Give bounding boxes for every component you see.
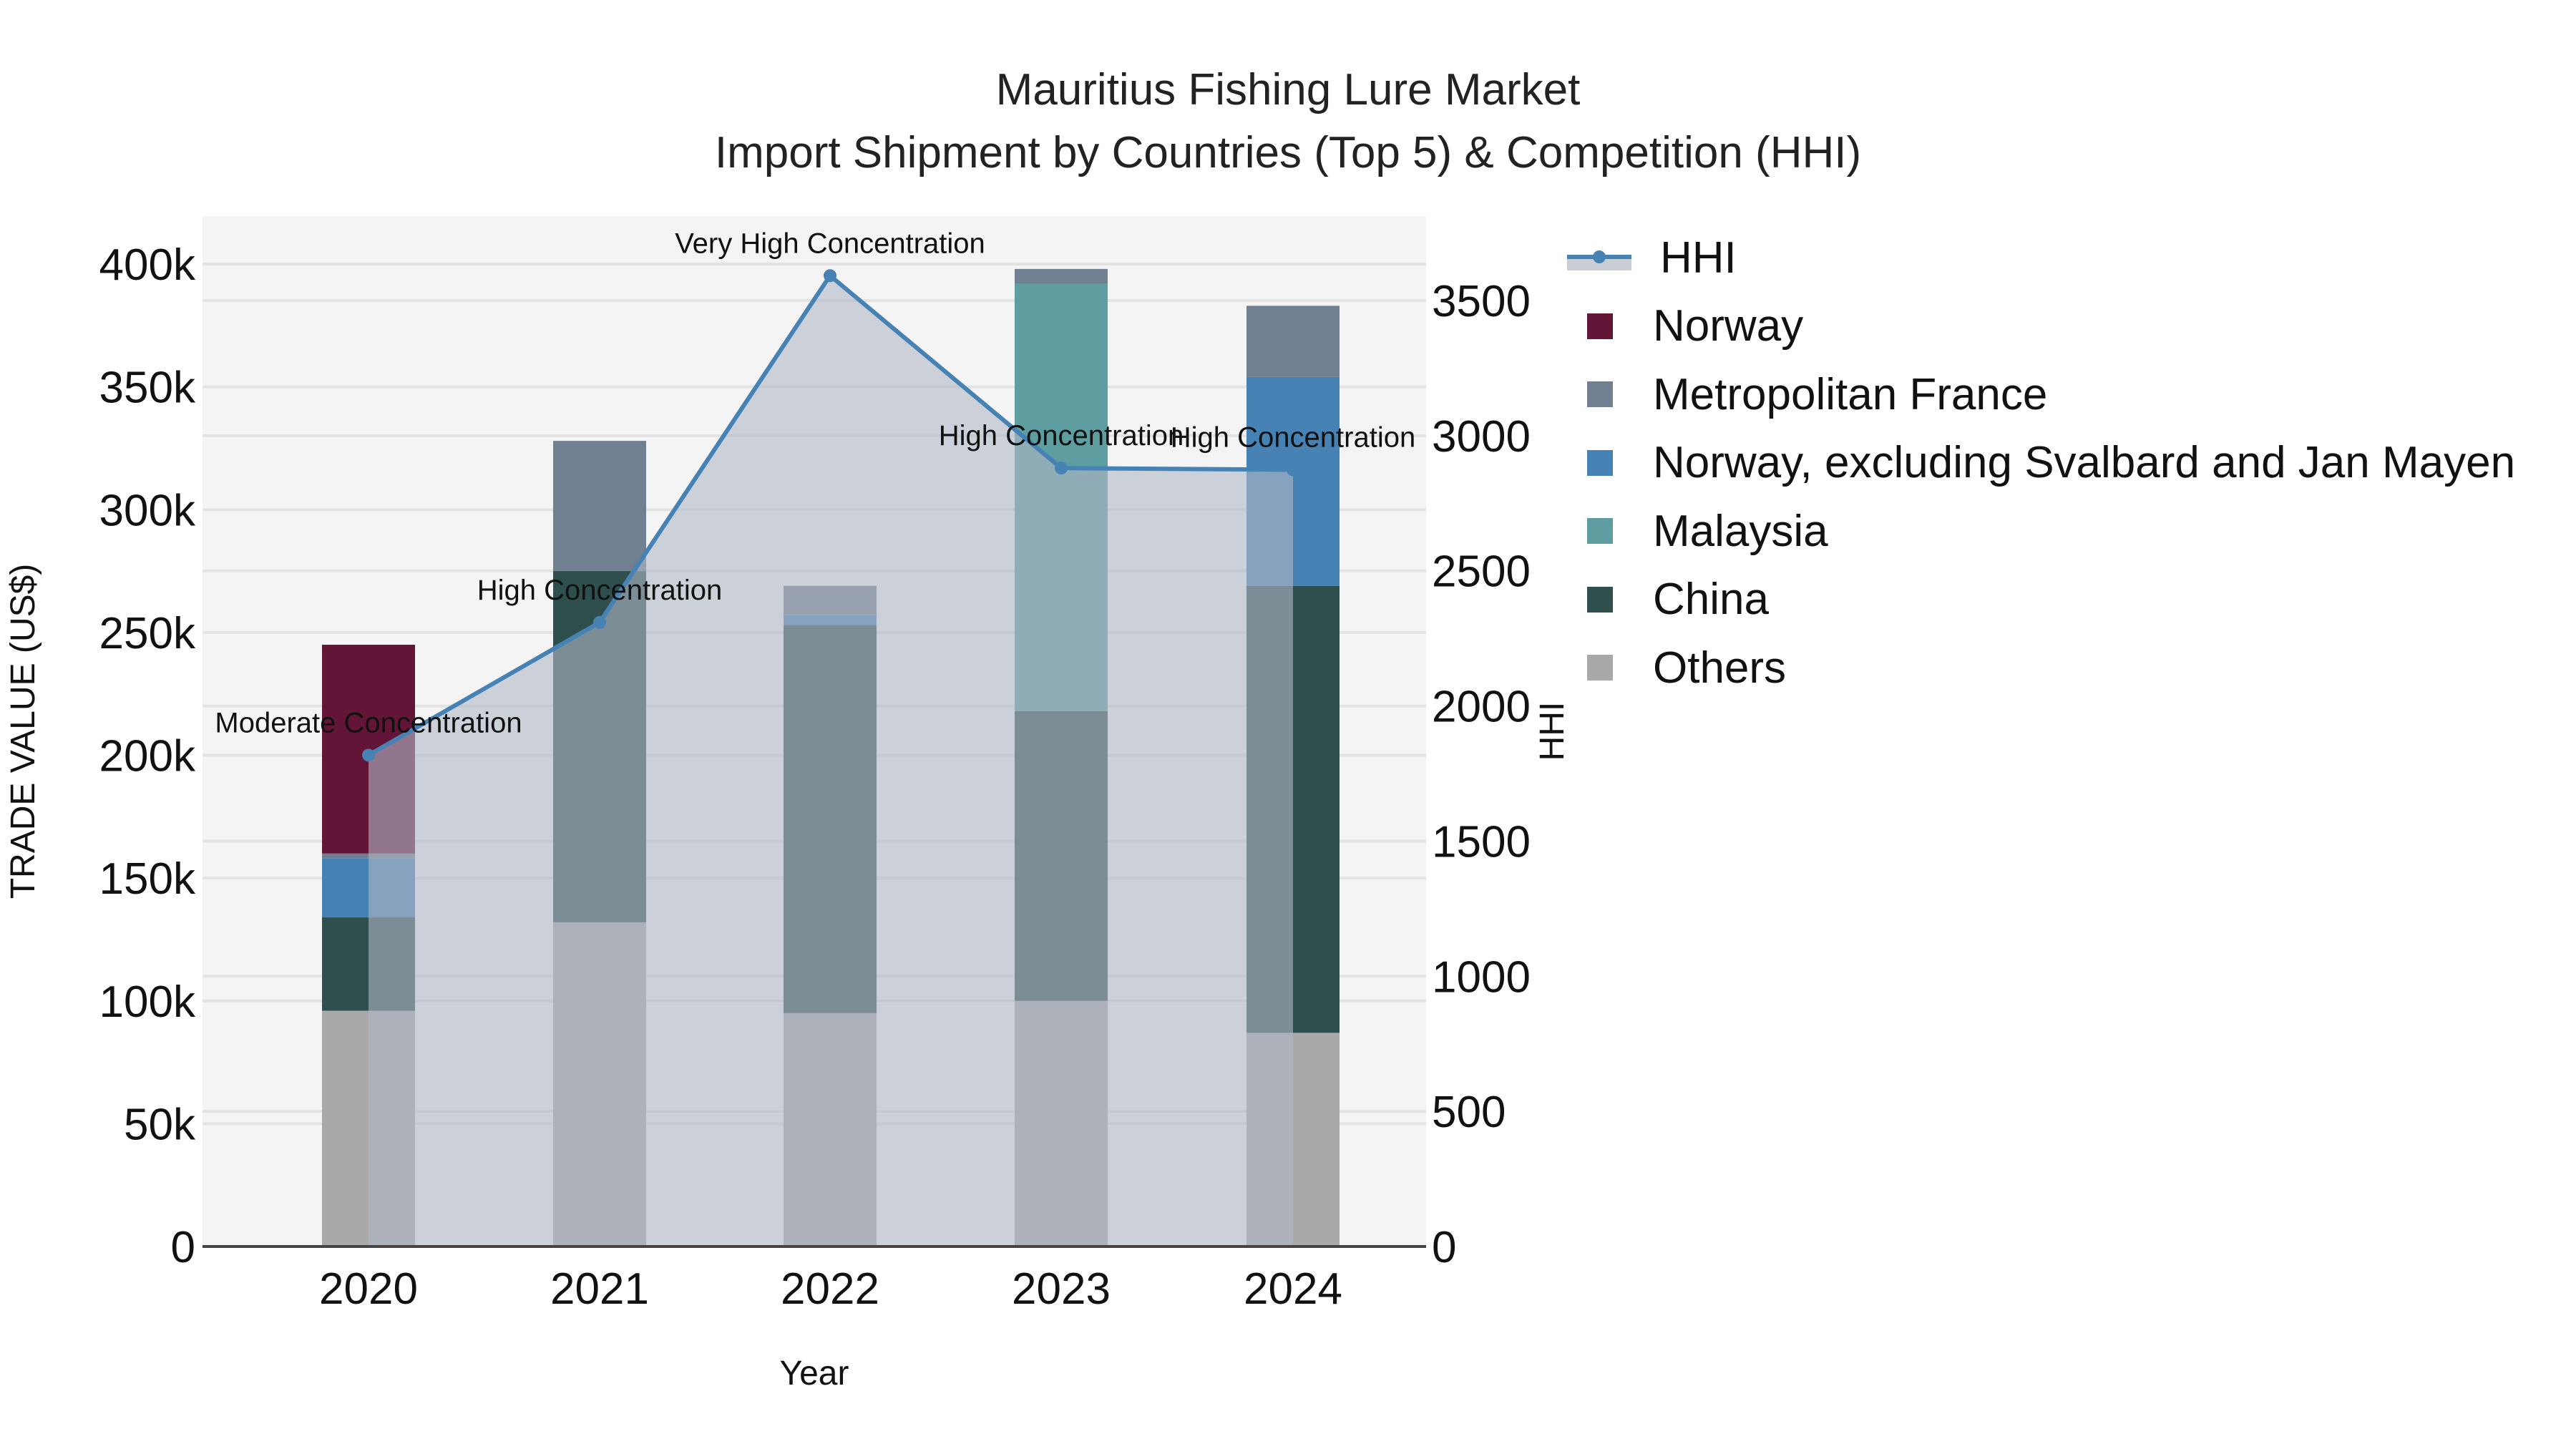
y-left-tick: 0	[171, 1223, 195, 1272]
y-right-tick: 2000	[1432, 683, 1531, 732]
legend-item[interactable]: Norway, excluding Svalbard and Jan Mayen	[1560, 438, 2515, 488]
legend-label: Others	[1653, 643, 1787, 693]
legend-item[interactable]: Others	[1560, 643, 1786, 693]
hhi-marker[interactable]	[362, 748, 375, 762]
hhi-annotation: Very High Concentration	[675, 228, 985, 259]
line-marker-icon	[1567, 243, 1631, 272]
y-right-tick: 0	[1432, 1223, 1456, 1272]
legend-label: Norway	[1653, 301, 1804, 351]
color-swatch-icon	[1587, 381, 1613, 407]
color-swatch-icon	[1587, 449, 1613, 476]
legend-label: Norway, excluding Svalbard and Jan Mayen	[1653, 438, 2516, 487]
y-left-tick: 350k	[99, 364, 196, 413]
x-tick: 2020	[319, 1264, 418, 1314]
hhi-marker[interactable]	[593, 615, 606, 629]
chart-subtitle: Import Shipment by Countries (Top 5) & C…	[714, 128, 1862, 177]
x-tick: 2022	[781, 1264, 879, 1314]
y-right-tick: 500	[1432, 1088, 1506, 1137]
hhi-annotation: High Concentration	[939, 420, 1184, 452]
color-swatch-icon	[1587, 586, 1613, 613]
color-swatch-icon	[1587, 313, 1613, 339]
hhi-marker[interactable]	[1287, 463, 1299, 477]
y-left-tick: 200k	[99, 732, 196, 781]
y-right-tick: 1000	[1432, 952, 1531, 1002]
chart-title: Mauritius Fishing Lure Market	[995, 65, 1581, 114]
legend-label: China	[1653, 575, 1769, 624]
y-right-tick: 3000	[1432, 412, 1531, 462]
x-tick: 2024	[1244, 1264, 1342, 1314]
y-right-axis-title: HHI	[1533, 702, 1571, 761]
legend-item[interactable]: Norway	[1560, 301, 1803, 351]
legend-item[interactable]: Malaysia	[1560, 506, 1828, 556]
color-swatch-icon	[1587, 655, 1613, 680]
bar-segment[interactable]	[553, 441, 646, 572]
y-left-tick: 250k	[99, 609, 196, 658]
x-tick: 2021	[550, 1264, 649, 1314]
y-left-tick: 50k	[124, 1100, 196, 1149]
y-left-tick: 100k	[99, 977, 196, 1027]
x-axis-title: Year	[780, 1355, 849, 1392]
hhi-annotation: High Concentration	[477, 575, 722, 606]
y-left-tick: 400k	[99, 240, 196, 290]
hhi-annotation: High Concentration	[1171, 421, 1415, 453]
legend-item[interactable]: Metropolitan France	[1560, 369, 2047, 419]
y-right-tick: 1500	[1432, 817, 1531, 867]
bar-segment[interactable]	[1246, 306, 1340, 377]
y-right-tick: 3500	[1432, 277, 1531, 326]
color-swatch-icon	[1587, 518, 1613, 544]
bar-segment[interactable]	[1015, 268, 1108, 284]
y-left-tick: 150k	[99, 854, 196, 904]
legend-item[interactable]: HHI	[1560, 233, 1737, 283]
legend-label: Malaysia	[1653, 506, 1828, 556]
y-right-tick: 2500	[1432, 547, 1531, 597]
hhi-marker[interactable]	[824, 269, 836, 283]
x-tick: 2023	[1012, 1264, 1111, 1314]
legend-label: Metropolitan France	[1653, 369, 2048, 419]
hhi-marker[interactable]	[1055, 462, 1068, 475]
legend-item[interactable]: China	[1560, 575, 1769, 625]
hhi-area	[369, 275, 1293, 1247]
hhi-annotation: Moderate Concentration	[215, 707, 522, 738]
y-left-tick: 300k	[99, 486, 196, 535]
y-left-axis-title: TRADE VALUE (US$)	[4, 564, 42, 899]
legend-label: HHI	[1660, 233, 1737, 283]
